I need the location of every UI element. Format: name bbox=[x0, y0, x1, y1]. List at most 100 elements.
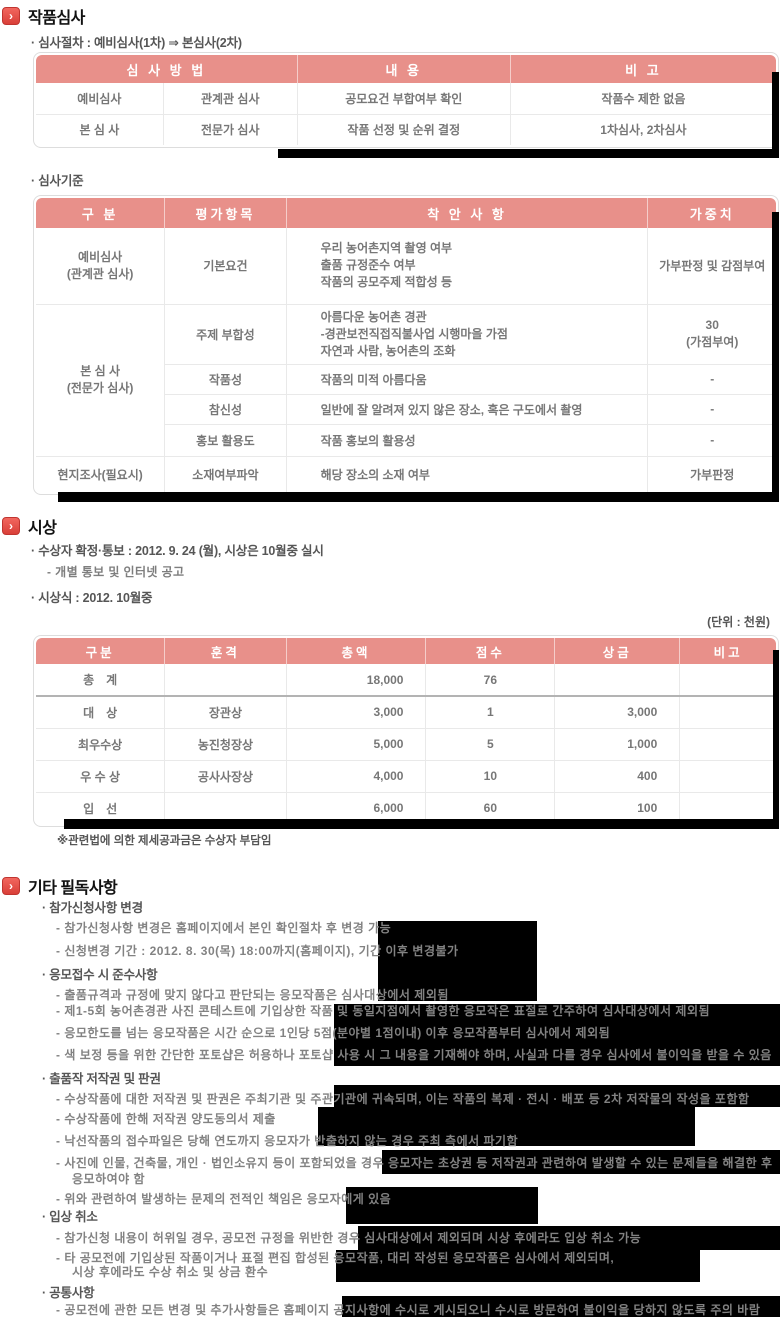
cell-line: 자연과 사람, 농어촌의 조화 bbox=[320, 343, 456, 358]
review-method-table: 심 사 방 법 내 용 비 고 예비심사 관계관 심사 공모요건 부합여부 확인… bbox=[33, 52, 779, 148]
cell: 일반에 잘 알려져 있지 않은 장소, 혹은 구도에서 촬영 bbox=[285, 393, 648, 424]
cell: 농진청장상 bbox=[164, 727, 287, 760]
cell-line: (가점부여) bbox=[686, 335, 739, 349]
cell: 홍보 활용도 bbox=[164, 423, 287, 456]
table-row: 대 상 장관상 3,000 1 3,000 bbox=[36, 695, 776, 728]
cell: 예비심사 bbox=[36, 83, 164, 114]
cell: 60 bbox=[425, 791, 555, 824]
cell: 10 bbox=[425, 759, 555, 792]
table-row: 총 계 18,000 76 bbox=[36, 664, 776, 697]
cell: 가부판정 및 감점부여 bbox=[647, 228, 776, 304]
redaction-box bbox=[318, 1107, 695, 1146]
note-line: - 출품규격과 규정에 맞지 않다고 판단되는 응모작품은 심사대상에서 제외됨 bbox=[56, 988, 449, 1002]
note-line: · 공통사항 bbox=[42, 1286, 95, 1300]
cell-line: 본 심 사 bbox=[80, 364, 121, 378]
awards-notify-line: - 개별 통보 및 인터넷 공고 bbox=[47, 565, 185, 579]
cell: 1 bbox=[425, 695, 555, 728]
table-shadow-bar bbox=[278, 149, 779, 158]
cell: 대 상 bbox=[36, 695, 165, 728]
cell: 6,000 bbox=[285, 791, 426, 824]
note-line: - 참가신청 내용이 허위일 경우, 공모전 규정을 위반한 경우 심사대상에서… bbox=[56, 1231, 642, 1245]
note-line: 응모하여야 함 bbox=[72, 1172, 146, 1186]
cell: 1차심사, 2차심사 bbox=[509, 113, 776, 145]
col-header: 착 안 사 항 bbox=[285, 198, 648, 228]
redaction-box bbox=[336, 1250, 700, 1282]
table-shadow-bar bbox=[58, 492, 779, 502]
cell bbox=[679, 759, 776, 792]
cell: - bbox=[647, 423, 776, 456]
cell bbox=[679, 664, 776, 697]
table-row: 본 심 사 전문가 심사 작품 선정 및 순위 결정 1차심사, 2차심사 bbox=[36, 113, 776, 145]
note-line: - 수상작품에 한해 저작권 양도동의서 제출 bbox=[56, 1112, 276, 1126]
cell: 소재여부파악 bbox=[164, 455, 287, 492]
cell: 가부판정 bbox=[647, 455, 776, 492]
section-review-heading: › 작품심사 bbox=[2, 4, 85, 28]
cell: 입 선 bbox=[36, 791, 165, 824]
cell bbox=[679, 791, 776, 824]
cell bbox=[164, 791, 287, 824]
table-shadow-bar bbox=[773, 650, 779, 823]
cell: 30 (가점부여) bbox=[647, 303, 776, 364]
table-shadow-bar bbox=[772, 72, 779, 152]
cell: 기본요건 bbox=[164, 228, 287, 304]
table-shadow-bar bbox=[772, 212, 779, 496]
cell: 관계관 심사 bbox=[162, 83, 298, 114]
cell bbox=[679, 727, 776, 760]
cell-line: 출품 규정준수 여부 bbox=[320, 258, 416, 273]
cell: 작품수 제한 없음 bbox=[509, 83, 776, 114]
table-row: 본 심 사 (전문가 심사) 주제 부합성 아름다운 농어촌 경관 -경관보전직… bbox=[36, 303, 776, 456]
note-line: - 공모전에 관한 모든 변경 및 추가사항들은 홈페이지 공지사항에 수시로 … bbox=[56, 1303, 761, 1317]
cell: 76 bbox=[425, 664, 555, 697]
section-notes-heading: › 기타 필독사항 bbox=[2, 874, 118, 898]
note-line: · 응모접수 시 준수사항 bbox=[42, 968, 158, 982]
cell: 장관상 bbox=[164, 695, 287, 728]
cell: 작품 선정 및 순위 결정 bbox=[296, 113, 511, 145]
review-procedure-line: · 심사절차 : 예비심사(1차) ⇒ 본심사(2차) bbox=[31, 36, 242, 50]
cell: 4,000 bbox=[285, 759, 426, 792]
table-row: 우 수 상 공사사장상 4,000 10 400 bbox=[36, 759, 776, 792]
cell-line: 우리 농어촌지역 촬영 여부 bbox=[320, 241, 453, 256]
cell: 본 심 사 (전문가 심사) bbox=[36, 303, 165, 456]
col-header: 심 사 방 법 bbox=[36, 55, 298, 83]
awards-announce-line: · 수상자 확정·통보 : 2012. 9. 24 (월), 시상은 10월중 … bbox=[31, 544, 324, 558]
table-row: 예비심사 관계관 심사 공모요건 부합여부 확인 작품수 제한 없음 bbox=[36, 83, 776, 114]
cell: 작품 홍보의 활용성 bbox=[285, 423, 648, 456]
cell: 100 bbox=[554, 791, 680, 824]
note-line: - 색 보정 등을 위한 간단한 포토샵은 허용하나 포토샵 사용 시 그 내용… bbox=[56, 1048, 772, 1062]
section-title: 기타 필독사항 bbox=[28, 880, 118, 897]
awards-table: 구분 훈격 총액 점수 상금 비고 총 계 18,000 76 bbox=[33, 635, 779, 827]
table-row: 홍보 활용도 작품 홍보의 활용성 - bbox=[36, 423, 776, 456]
note-line: - 낙선작품의 접수파일은 당해 연도까지 응모자가 반출하지 않는 경우 주최… bbox=[56, 1134, 519, 1148]
note-line: - 수상작품에 대한 저작권 및 판권은 주최기관 및 주관기관에 귀속되며, … bbox=[56, 1092, 750, 1106]
table-row: 현지조사(필요시) 소재여부파악 해당 장소의 소재 여부 가부판정 bbox=[36, 455, 776, 492]
note-line: · 참가신청사항 변경 bbox=[42, 901, 143, 915]
cell: 주제 부합성 bbox=[164, 303, 287, 364]
table-shadow-bar bbox=[64, 819, 779, 829]
note-line: - 사진에 인물, 건축물, 개인 · 법인소유지 등이 포함되었을 경우 응모… bbox=[56, 1156, 773, 1170]
section-awards-heading: › 시상 bbox=[2, 514, 57, 538]
note-line: - 타 공모전에 기입상된 작품이거나 표절 편집 합성된 응모작품, 대리 작… bbox=[56, 1251, 615, 1265]
col-header: 구 분 bbox=[36, 198, 165, 228]
redaction-box bbox=[378, 921, 537, 1001]
cell: 본 심 사 bbox=[36, 113, 164, 145]
cell: 예비심사 (관계관 심사) bbox=[36, 228, 165, 304]
redaction-box bbox=[334, 1085, 780, 1107]
note-line: · 출품작 저작권 및 판권 bbox=[42, 1072, 161, 1086]
cell: 5,000 bbox=[285, 727, 426, 760]
redaction-box bbox=[358, 1226, 780, 1250]
cell: 우 수 상 bbox=[36, 759, 165, 792]
cell: 전문가 심사 bbox=[162, 113, 298, 145]
cell bbox=[554, 664, 680, 697]
note-line: - 신청변경 기간 : 2012. 8. 30(목) 18:00까지(홈페이지)… bbox=[56, 944, 459, 958]
tax-footnote: ※관련법에 의한 제세공과금은 수상자 부담임 bbox=[57, 835, 272, 847]
table-header-row: 구 분 평가항목 착 안 사 항 가중치 bbox=[36, 198, 776, 228]
table-header-row: 심 사 방 법 내 용 비 고 bbox=[36, 55, 776, 83]
col-header: 훈격 bbox=[164, 638, 287, 664]
cell: 해당 장소의 소재 여부 bbox=[285, 455, 648, 492]
cell: 1,000 bbox=[554, 727, 680, 760]
page-title: 작품심사 bbox=[28, 10, 85, 27]
cell: 현지조사(필요시) bbox=[36, 455, 165, 492]
redaction-box bbox=[346, 1187, 538, 1224]
col-header: 점수 bbox=[425, 638, 555, 664]
